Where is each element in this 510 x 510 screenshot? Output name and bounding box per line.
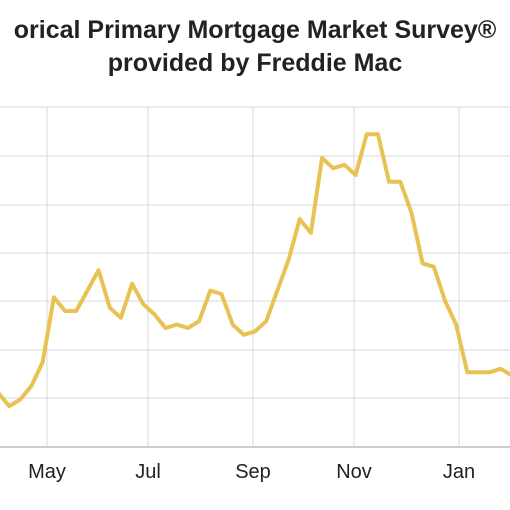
chart-title: orical Primary Mortgage Market Survey® p…	[0, 14, 510, 80]
series-line	[0, 132, 510, 409]
x-tick-label: Sep	[235, 461, 271, 483]
x-tick-label: Jan	[443, 461, 475, 483]
x-tick-label: May	[28, 461, 66, 483]
x-tick-label: Jul	[135, 461, 161, 483]
chart-title-line-2: provided by Freddie Mac	[107, 49, 403, 77]
x-tick-label: Nov	[336, 461, 372, 483]
chart-title-line-1: orical Primary Mortgage Market Survey®	[13, 16, 497, 44]
